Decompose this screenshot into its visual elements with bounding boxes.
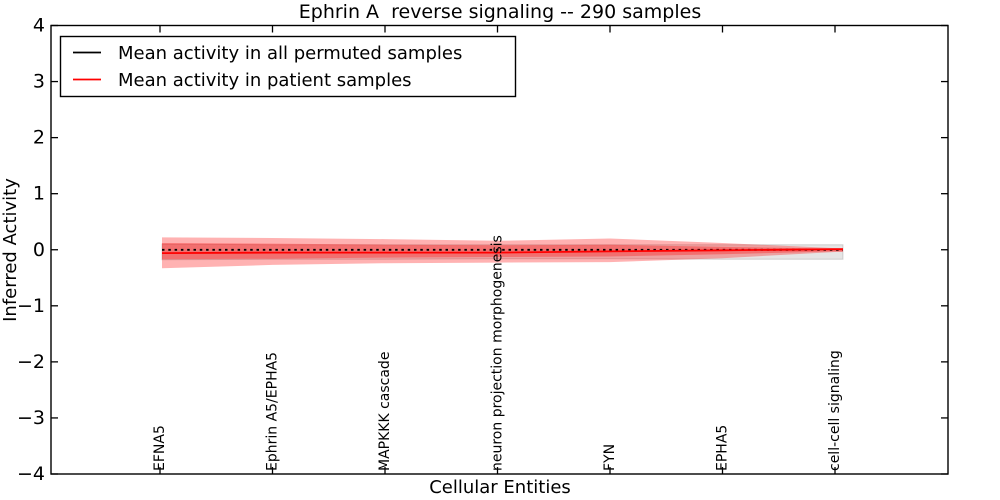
y-tick-label: −3 <box>17 407 45 429</box>
xtick-labels-layer: EFNA5 Ephrin A5/EPHA5 MAPKKK cascade neuron… <box>152 235 843 471</box>
y-tick-label: −1 <box>17 295 45 317</box>
legend-box <box>59 35 517 98</box>
legend-label-permuted: Mean activity in all permuted samples <box>118 43 462 64</box>
y-tick-label: 4 <box>33 15 45 37</box>
y-tick-label: 1 <box>33 183 45 205</box>
x-tick-label: cell-cell signaling <box>827 350 843 471</box>
y-axis-label: Inferred Activity <box>0 178 21 322</box>
x-tick-label: Ephrin A5/EPHA5 <box>265 352 281 471</box>
patient-mean-line <box>161 248 843 254</box>
x-tick-label: FYN <box>602 444 618 471</box>
chart-title: Ephrin A reverse signaling -- 290 sample… <box>299 1 701 23</box>
x-tick-label: MAPKKK cascade <box>377 352 393 471</box>
bands-layer <box>161 237 844 269</box>
ytick-labels-layer: 4 3 2 1 0 −1 −2 −3 −4 <box>17 15 45 486</box>
y-tick-label: −2 <box>17 351 45 373</box>
x-tick-label: EFNA5 <box>152 425 168 471</box>
x-axis-label: Cellular Entities <box>429 477 571 498</box>
x-tick-label: neuron projection morphogenesis <box>490 235 506 471</box>
plot-frame <box>50 24 949 475</box>
legend-label-patient: Mean activity in patient samples <box>118 70 412 91</box>
legend: Mean activity in all permuted samples Me… <box>59 35 517 98</box>
y-tick-label: 2 <box>33 127 45 149</box>
y-tick-label: 3 <box>33 71 45 93</box>
lines-layer <box>161 248 843 254</box>
y-tick-label: 0 <box>33 239 45 261</box>
y-tick-label: −4 <box>17 463 45 485</box>
x-tick-label: EPHA5 <box>715 425 731 471</box>
patient-samples-std-inner-band <box>162 243 843 260</box>
